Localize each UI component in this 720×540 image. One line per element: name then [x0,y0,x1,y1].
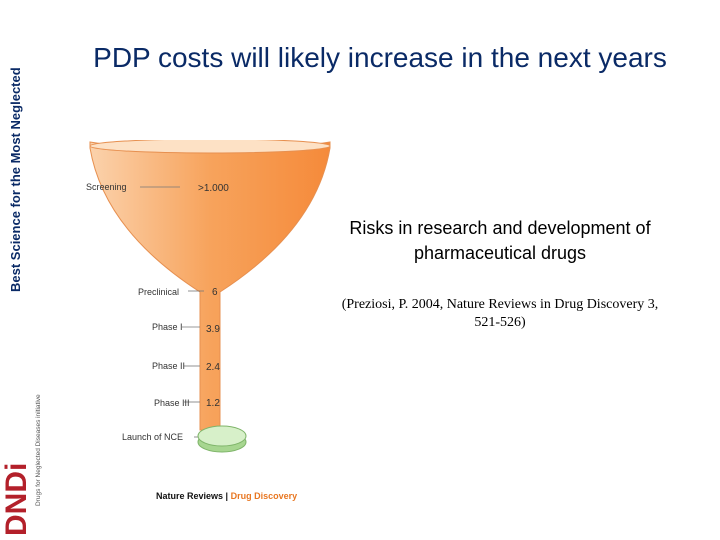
stage-value: >1.000 [198,183,229,194]
stage-label: Phase II [152,361,185,371]
slide-title: PDP costs will likely increase in the ne… [93,42,667,73]
source-journal: Drug Discovery [231,491,298,501]
stage-label: Phase I [152,322,183,332]
dndi-logo: DNDi Drugs for Neglected Diseases initia… [0,394,42,536]
source-credit: Nature Reviews | Drug Discovery [156,491,297,501]
dndi-logo-subtext: Drugs for Neglected Diseases initiative [35,394,42,506]
source-brand: Nature Reviews [156,491,223,501]
stage-label: Screening [86,182,127,192]
figure-caption: Risks in research and development of pha… [349,218,651,263]
source-separator: | [226,491,231,501]
drug-development-funnel: Screening >1.000 Preclinical 6 Phase I 3… [86,140,331,501]
side-tagline: Best Science for the Most Neglected [8,67,23,292]
stage-label: Launch of NCE [122,432,183,442]
funnel-stage: Phase I 3.9 [152,322,220,335]
funnel-stage: Preclinical 6 [138,287,218,298]
stage-value: 6 [212,287,218,298]
stage-value: 2.4 [206,362,220,373]
stage-value: 1.2 [206,398,220,409]
funnel-rim [89,140,331,154]
dndi-logo-wordmark: DNDi [0,463,33,536]
stage-label: Phase III [154,398,190,408]
nce-pill-icon [197,425,247,453]
funnel-stage: Launch of NCE [122,432,202,442]
stage-value: 3.9 [206,324,220,335]
funnel-stage: Phase III 1.2 [154,398,220,409]
funnel-stage: Screening >1.000 [86,182,229,194]
stage-label: Preclinical [138,287,179,297]
figure-citation: (Preziosi, P. 2004, Nature Reviews in Dr… [341,297,659,330]
funnel-stage: Phase II 2.4 [152,361,220,373]
